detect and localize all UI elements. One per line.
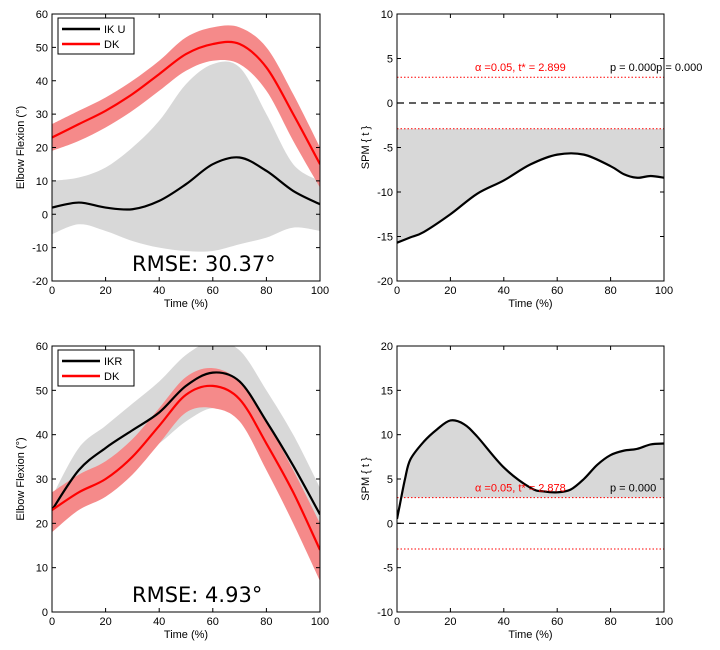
y-tick-label: 30 [36, 109, 48, 121]
x-tick-label: 20 [99, 285, 111, 297]
series-line-ik [52, 156, 320, 211]
y-tick-label: 60 [36, 341, 48, 353]
y-tick-label: 40 [36, 76, 48, 88]
y-tick-label: -20 [32, 276, 48, 288]
legend: IKR DK [57, 349, 135, 387]
x-tick-label: 20 [444, 285, 456, 297]
x-tick-label: 20 [444, 616, 456, 628]
rmse-annotation: RMSE: 30.37° [132, 252, 276, 276]
suprathreshold-group [397, 128, 664, 243]
y-axis-label: Elbow Flexion (°) [15, 437, 27, 520]
y-axis-label: SPM { t } [360, 457, 372, 501]
x-tick-label: 60 [551, 285, 563, 297]
x-tick-label: 40 [498, 616, 510, 628]
legend-box [57, 17, 135, 55]
x-tick-label: 40 [498, 285, 510, 297]
y-tick-label: -10 [32, 243, 48, 255]
panel-bottom-right-spm: 0 20 40 60 80 100 -10 -5 0 5 10 15 20 Time (%) SPM { t… [360, 341, 673, 641]
legend-label-dk: DK [104, 371, 120, 383]
x-tick-label: 40 [153, 285, 165, 297]
x-axis-label: Time (%) [164, 298, 208, 310]
x-tick-label: 0 [49, 285, 55, 297]
y-tick-label: 30 [36, 474, 48, 486]
y-tick-label: 5 [387, 54, 393, 66]
y-tick-label: -15 [377, 232, 393, 244]
x-axis-label: Time (%) [508, 298, 552, 310]
series-line-spm [397, 152, 664, 244]
suprathreshold-area [401, 420, 664, 498]
y-tick-label: -10 [377, 607, 393, 619]
x-tick-label: 100 [655, 285, 673, 297]
y-tick-label: 20 [36, 518, 48, 530]
band-ik [52, 346, 320, 537]
p-value-label: p = 0.000p = 0.000 [610, 62, 702, 74]
suprathreshold-group [401, 420, 664, 498]
threshold-label: α =0.05, t* = 2.899 [475, 62, 566, 74]
y-axis-label: SPM { t } [360, 125, 372, 169]
y-tick-label: 15 [381, 385, 393, 397]
x-axis-label: Time (%) [164, 629, 208, 641]
legend-label-ik: IK U [104, 24, 125, 36]
suprathreshold-area [397, 128, 664, 243]
x-tick-label: 60 [207, 616, 219, 628]
x-tick-label: 0 [394, 616, 400, 628]
x-tick-label: 100 [655, 616, 673, 628]
x-axis-label: Time (%) [508, 629, 552, 641]
legend-label-ik: IKR [104, 356, 122, 368]
y-tick-label: 50 [36, 42, 48, 54]
y-tick-label: 20 [381, 341, 393, 353]
plot-area [52, 25, 320, 252]
x-tick-label: 100 [311, 285, 329, 297]
plot-area [397, 419, 664, 550]
y-tick-label: 60 [36, 9, 48, 21]
legend: IK U DK [57, 17, 135, 55]
rmse-annotation: RMSE: 4.93° [132, 583, 262, 607]
series-line-dk [52, 40, 320, 165]
y-tick-label: 40 [36, 430, 48, 442]
x-tick-label: 0 [49, 616, 55, 628]
band-dk [52, 25, 320, 188]
y-tick-label: 10 [381, 9, 393, 21]
y-tick-label: 10 [36, 176, 48, 188]
y-axis-label: Elbow Flexion (°) [15, 106, 27, 189]
y-tick-label: 10 [36, 563, 48, 575]
y-tick-label: 0 [42, 607, 48, 619]
x-tick-label: 80 [604, 616, 616, 628]
legend-box [57, 349, 135, 387]
legend-label-dk: DK [104, 39, 120, 51]
y-tick-label: -5 [383, 143, 393, 155]
y-tick-label: 10 [381, 430, 393, 442]
y-tick-label: 20 [36, 143, 48, 155]
y-tick-label: 0 [387, 518, 393, 530]
plot-area [52, 346, 320, 581]
series-line-spm [397, 419, 664, 520]
x-tick-label: 0 [394, 285, 400, 297]
threshold-label: α =0.05, t* = 2.878 [475, 483, 566, 495]
y-tick-label: 50 [36, 385, 48, 397]
panel-top-right-spm: 0 20 40 60 80 100 -20 -15 -10 -5 0 5 10 Time (%) SPM {… [360, 9, 702, 310]
p-value-label: p = 0.000 [610, 483, 656, 495]
series-line-dk [52, 384, 320, 551]
y-tick-label: -20 [377, 276, 393, 288]
plot-area [397, 76, 664, 244]
x-tick-label: 20 [99, 616, 111, 628]
x-tick-label: 100 [311, 616, 329, 628]
x-tick-label: 60 [207, 285, 219, 297]
y-tick-label: -10 [377, 187, 393, 199]
y-tick-label: 0 [387, 98, 393, 110]
band-ik [52, 61, 320, 252]
x-tick-label: 60 [551, 616, 563, 628]
y-tick-label: 5 [387, 474, 393, 486]
y-tick-label: 0 [42, 209, 48, 221]
y-tick-label: -5 [383, 563, 393, 575]
x-tick-label: 80 [604, 285, 616, 297]
x-tick-label: 40 [153, 616, 165, 628]
series-line-ik [52, 371, 320, 515]
x-tick-label: 80 [260, 285, 272, 297]
band-dk [52, 368, 320, 581]
x-tick-label: 80 [260, 616, 272, 628]
